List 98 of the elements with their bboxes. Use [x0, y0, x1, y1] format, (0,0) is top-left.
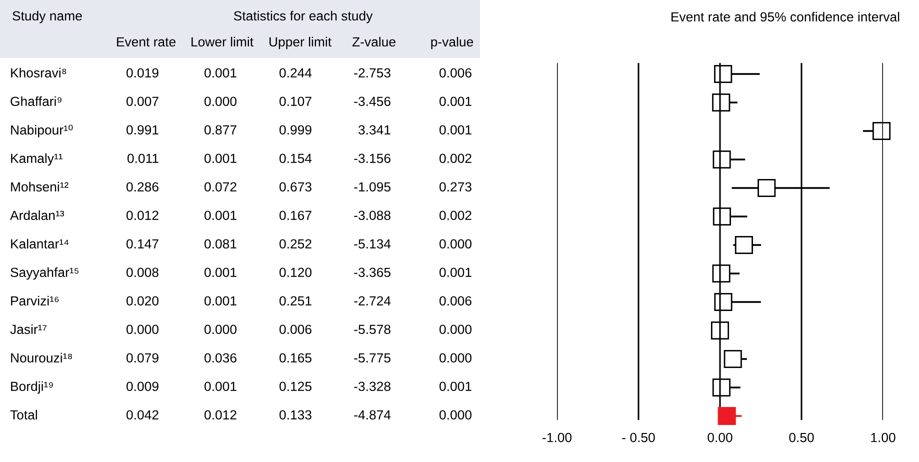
y-tick-label: Mohseni¹² [11, 182, 68, 192]
data-label: -5.775 [354, 353, 390, 363]
data-label: 0.012 [126, 210, 158, 220]
data-label: 0.042 [126, 410, 158, 420]
data-label: 0.154 [280, 154, 312, 164]
point [734, 236, 753, 254]
data-label: 0.006 [280, 324, 312, 334]
data-label: 0.120 [280, 268, 312, 278]
x-tick-label: Z-value [352, 36, 396, 47]
data-label: 0.019 [126, 68, 158, 78]
point [718, 406, 736, 426]
data-label: -2.753 [354, 68, 390, 78]
data-label: 0.286 [126, 182, 158, 192]
data-label: -3.456 [354, 96, 390, 106]
data-label: 0.002 [440, 154, 472, 164]
data-label: 0.252 [280, 239, 312, 249]
data-label: 0.001 [204, 268, 236, 278]
data-label: 0.079 [126, 353, 158, 363]
data-label: 0.877 [204, 125, 236, 135]
y-tick-label: Parvizi¹⁶ [11, 296, 59, 306]
y-tick-label: Total [10, 410, 37, 420]
x-tick-label: Lower limit [192, 36, 254, 47]
data-label: 0.991 [126, 125, 158, 135]
y-tick-label: Kalantar¹⁴ [11, 238, 69, 249]
x-tick-label: 0.50 [789, 432, 814, 442]
y-tick-label: Sayyahfar¹⁵ [10, 267, 78, 280]
data-label: 0.273 [440, 182, 472, 192]
data-label: 0.107 [280, 96, 312, 106]
chart-title: Statistics for each study [234, 10, 373, 24]
data-label: 0.006 [440, 68, 472, 78]
data-label: -3.328 [354, 382, 390, 392]
data-label: 0.001 [204, 154, 236, 164]
data-label: -4.874 [354, 410, 391, 420]
data-label: 0.011 [127, 154, 158, 164]
y-tick-label: Khosravi⁸ [11, 68, 66, 78]
y-tick-label: Bordji¹⁹ [11, 381, 53, 394]
x-tick-label: - 0.50 [622, 432, 655, 442]
data-label: 0.673 [280, 182, 312, 192]
data-label: -5.578 [354, 324, 390, 334]
y-axis-title: Study name [12, 10, 82, 24]
x-tick-label: Event rate [117, 37, 176, 47]
data-label: 0.081 [204, 239, 236, 249]
data-label: 0.009 [126, 382, 158, 392]
data-label: 0.012 [204, 410, 236, 420]
data-label: 0.006 [440, 296, 472, 306]
point [710, 321, 730, 340]
chart-title: Event rate and 95% confidence interval [672, 12, 900, 22]
data-label: 0.072 [204, 182, 236, 192]
point [758, 178, 776, 198]
y-tick-label: Kamaly¹¹ [11, 153, 62, 166]
data-label: 0.167 [280, 210, 312, 220]
data-label: 0.001 [440, 382, 472, 392]
data-label: 0.001 [440, 96, 472, 106]
data-label: -5.134 [354, 239, 391, 249]
x-tick-label: -1.00 [542, 432, 572, 442]
data-label: 0.008 [126, 268, 158, 278]
data-label: -1.095 [354, 182, 390, 192]
data-label: -3.365 [354, 268, 390, 278]
data-label: 0.001 [440, 268, 472, 278]
data-label: 0.001 [204, 382, 236, 392]
y-tick-label: Ghaffari⁹ [10, 96, 62, 106]
data-label: 0.000 [204, 96, 236, 106]
data-label: 0.001 [440, 125, 472, 135]
data-label: 0.000 [440, 353, 472, 363]
data-label: -3.088 [354, 210, 390, 220]
data-label: -2.724 [354, 296, 391, 306]
data-label: 0.036 [204, 353, 236, 363]
data-label: 0.000 [126, 324, 158, 334]
y-tick-label: Nourouzi¹⁸ [11, 352, 72, 363]
x-tick-label: p-value [431, 36, 474, 50]
data-label: 0.020 [126, 296, 158, 306]
x-tick-label: 1.00 [871, 432, 896, 442]
x-tick-label: 0.00 [708, 432, 732, 442]
data-label: 0.001 [204, 210, 236, 220]
data-label: 0.000 [204, 324, 236, 334]
data-label: 0.125 [280, 382, 312, 392]
data-label: 0.133 [280, 410, 312, 420]
data-label: 0.007 [126, 96, 158, 106]
data-label: 0.999 [280, 125, 312, 135]
data-label: -3.156 [354, 154, 390, 164]
data-label: 0.000 [440, 239, 472, 249]
data-label: 0.001 [204, 296, 236, 306]
data-label: 3.341 [358, 125, 390, 135]
y-tick-label: Nabipour¹⁰ [11, 124, 73, 138]
data-label: 0.147 [126, 239, 158, 249]
data-label: 0.002 [440, 210, 472, 220]
data-label: 0.001 [204, 68, 236, 78]
data-label: 0.244 [280, 68, 312, 78]
point [724, 350, 742, 368]
y-tick-label: Jasir¹⁷ [10, 324, 46, 334]
point [714, 292, 732, 312]
y-tick-label: Ardalan¹³ [10, 210, 64, 220]
x-tick-label: Upper limit [269, 36, 332, 50]
data-label: 0.251 [280, 296, 312, 306]
data-label: 0.000 [440, 324, 472, 334]
point [872, 122, 891, 140]
data-label: 0.165 [280, 353, 312, 363]
data-label: 0.000 [440, 410, 472, 420]
